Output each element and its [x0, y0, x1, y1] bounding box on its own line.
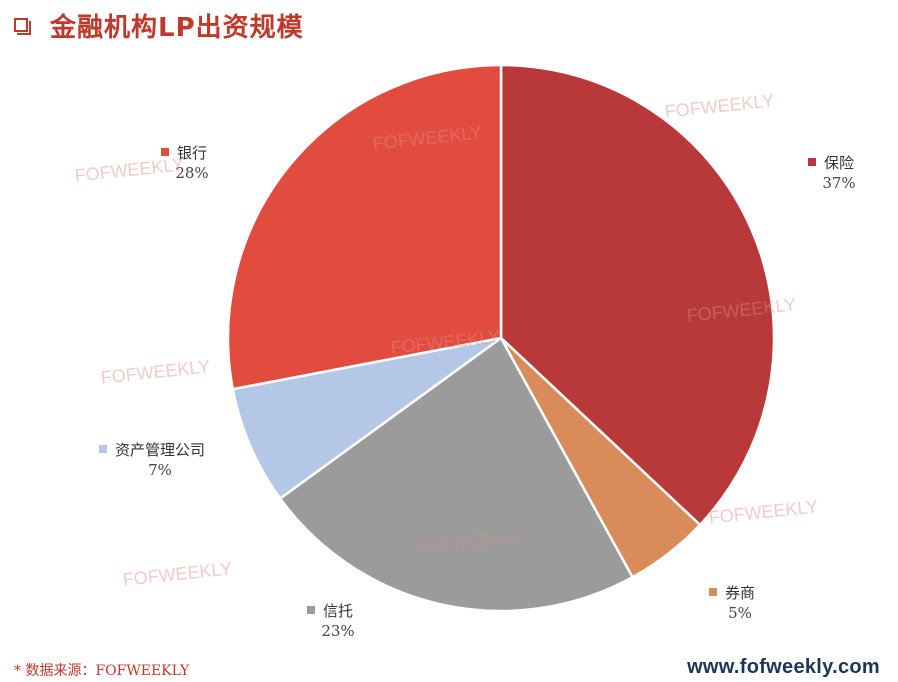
legend-swatch-icon — [99, 445, 107, 453]
watermark-text: FOFWEEKLY — [122, 558, 233, 589]
watermark-text: FOFWEEKLY — [664, 90, 775, 121]
pie-slice-1 — [499, 63, 776, 527]
legend-swatch-icon — [709, 588, 717, 596]
legend-swatch-icon — [808, 158, 816, 166]
slice-percent: 5% — [728, 604, 752, 622]
pie-labels: 保险 37% 券商 5% 信托 23% 资产管理公司 7% 银行 28% — [99, 144, 856, 640]
source-note: * 数据来源：FOFWEEKLY — [14, 663, 190, 679]
slice-percent: 7% — [148, 461, 172, 479]
slice-label-4: 资产管理公司 7% — [99, 441, 205, 479]
slice-name: 资产管理公司 — [115, 441, 205, 459]
slice-percent: 37% — [822, 174, 855, 192]
slice-name: 银行 — [177, 144, 207, 162]
pie-slice-3 — [278, 336, 635, 613]
pie-slice-5 — [226, 63, 503, 391]
watermark-text: FOFWEEKLY — [100, 356, 211, 387]
slice-name: 信托 — [323, 602, 353, 620]
slice-percent: 23% — [321, 622, 354, 640]
slice-percent: 28% — [175, 164, 208, 182]
website-link[interactable]: www.fofweekly.com — [687, 656, 880, 678]
checkbox-square-icon — [14, 18, 31, 35]
watermark-text: FOFWEEKLY — [708, 496, 819, 527]
legend-swatch-icon — [161, 148, 169, 156]
page-title: 金融机构LP出资规模 — [50, 12, 304, 43]
slice-name: 券商 — [725, 584, 755, 602]
slice-name: 保险 — [824, 154, 854, 172]
slice-label-2: 券商 5% — [709, 584, 755, 622]
slice-label-1: 保险 37% — [808, 154, 856, 192]
watermark-text: FOFWEEKLY — [74, 154, 185, 185]
legend-swatch-icon — [307, 606, 315, 614]
pie-slice-4 — [231, 336, 502, 501]
slice-label-3: 信托 23% — [307, 602, 355, 640]
slice-label-5: 银行 28% — [161, 144, 209, 182]
title-bar: 金融机构LP出资规模 — [14, 8, 304, 43]
pie-slices — [226, 63, 776, 613]
